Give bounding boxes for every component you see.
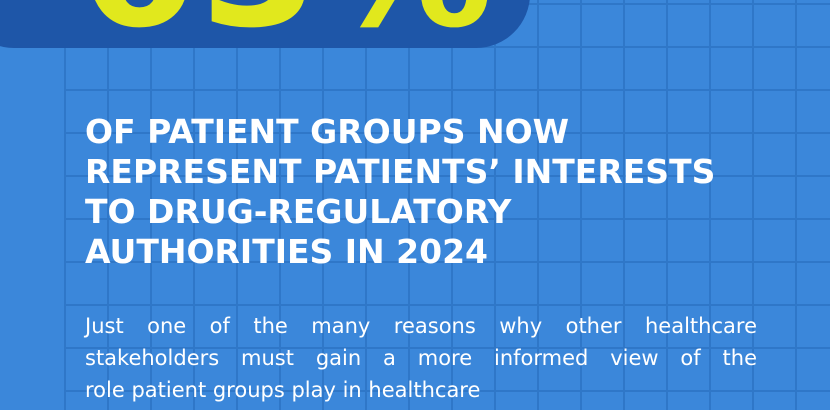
- stat: 63%: [78, 0, 497, 52]
- body-text: Just one of the many reasons why other h…: [85, 310, 757, 406]
- body-line: stakeholders must gain a more informed v…: [85, 346, 757, 370]
- headline-line: OF PATIENT GROUPS NOW: [85, 112, 570, 151]
- headline-line: AUTHORITIES IN 2024: [85, 232, 489, 271]
- headline-line: REPRESENT PATIENTS’ INTERESTS: [85, 152, 716, 191]
- left-margin: [0, 0, 64, 410]
- headline-line: TO DRUG-REGULATORY: [85, 192, 512, 231]
- stat-background: [0, 0, 530, 48]
- body-line: Just one of the many reasons why other h…: [85, 314, 757, 338]
- headline: OF PATIENT GROUPS NOW REPRESENT PATIENTS’…: [85, 112, 715, 272]
- body-line: role patient groups play in healthcare: [85, 378, 481, 402]
